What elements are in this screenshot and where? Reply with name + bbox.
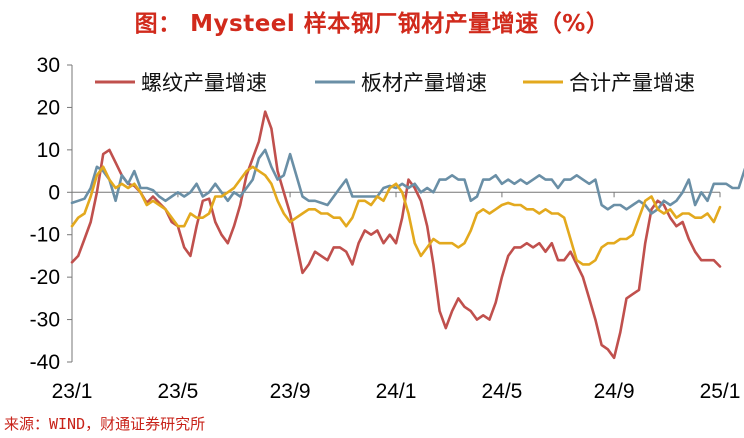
x-tick-label: 24/9: [594, 380, 635, 403]
legend-label-2: 板材产量增速: [361, 71, 487, 95]
y-tick-label: 10: [37, 139, 60, 162]
legend-label-3: 合计产量增速: [569, 71, 695, 95]
y-tick-label: -40: [30, 351, 60, 374]
y-axis-group: 30 20 10 0 -10 -20 -30 -40: [30, 54, 73, 374]
y-tick-label: -30: [30, 309, 60, 332]
series-line-1: [70, 110, 722, 360]
x-tick-label: 24/1: [376, 380, 417, 403]
x-tick-label: 23/1: [52, 380, 93, 403]
y-tick-label: 30: [37, 54, 60, 77]
y-tick-label: 0: [48, 181, 60, 204]
y-tick-label: 20: [37, 96, 60, 119]
series-line-2: [70, 148, 744, 215]
y-tick-label: -10: [30, 224, 60, 247]
source-note: 来源：WIND，财通证券研究所: [4, 415, 206, 433]
x-tick-label: 24/5: [481, 380, 522, 403]
x-axis-group: 23/1 23/5 23/9 24/1 24/5 24/9 25/1: [52, 191, 741, 403]
x-tick-label: 23/5: [157, 380, 198, 403]
x-tick-label: 23/9: [270, 380, 311, 403]
series-group: [70, 110, 744, 360]
chart-title: 图： Mysteel 样本钢厂钢材产量增速（%）: [134, 11, 610, 37]
legend-label-1: 螺纹产量增速: [141, 71, 267, 95]
y-tick-label: -20: [30, 266, 60, 289]
series-line-3: [70, 165, 722, 266]
legend-group: 螺纹产量增速 板材产量增速 合计产量增速: [95, 71, 695, 95]
x-tick-label: 25/1: [700, 380, 741, 403]
